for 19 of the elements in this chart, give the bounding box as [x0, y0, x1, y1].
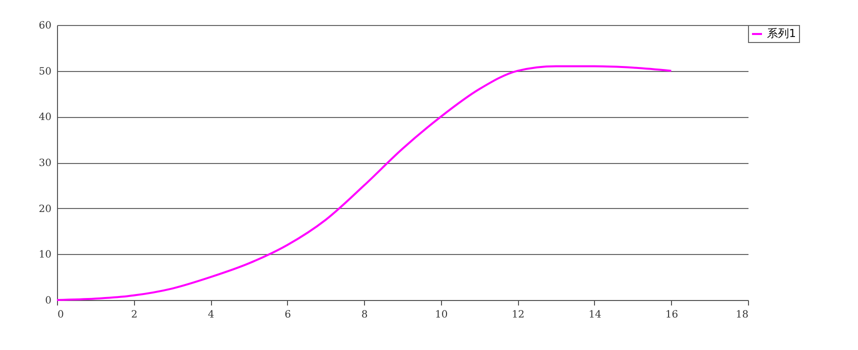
x-tick-label: 4 [208, 310, 214, 320]
y-tick-label: 10 [38, 250, 52, 261]
y-tick-label: 30 [38, 158, 52, 169]
y-tick-label: 40 [38, 112, 52, 124]
x-tick-label: 10 [435, 310, 448, 320]
x-tick-label: 8 [361, 310, 368, 320]
x-tick-label: 6 [284, 310, 292, 320]
x-tick-label: 18 [736, 310, 748, 320]
x-tick-label: 16 [665, 310, 678, 320]
x-tick-label: 2 [131, 310, 138, 320]
x-tick-label: 14 [588, 310, 602, 320]
y-tick-label: 0 [45, 296, 52, 306]
y-tick-label: 50 [38, 66, 52, 78]
legend-label: 系列1 [767, 27, 796, 40]
y-tick-label: 20 [38, 204, 52, 215]
x-tick-label: 12 [512, 310, 525, 320]
x-tick-label: 0 [58, 310, 64, 320]
line-series [56, 65, 672, 301]
y-tick-label: 60 [38, 20, 52, 32]
